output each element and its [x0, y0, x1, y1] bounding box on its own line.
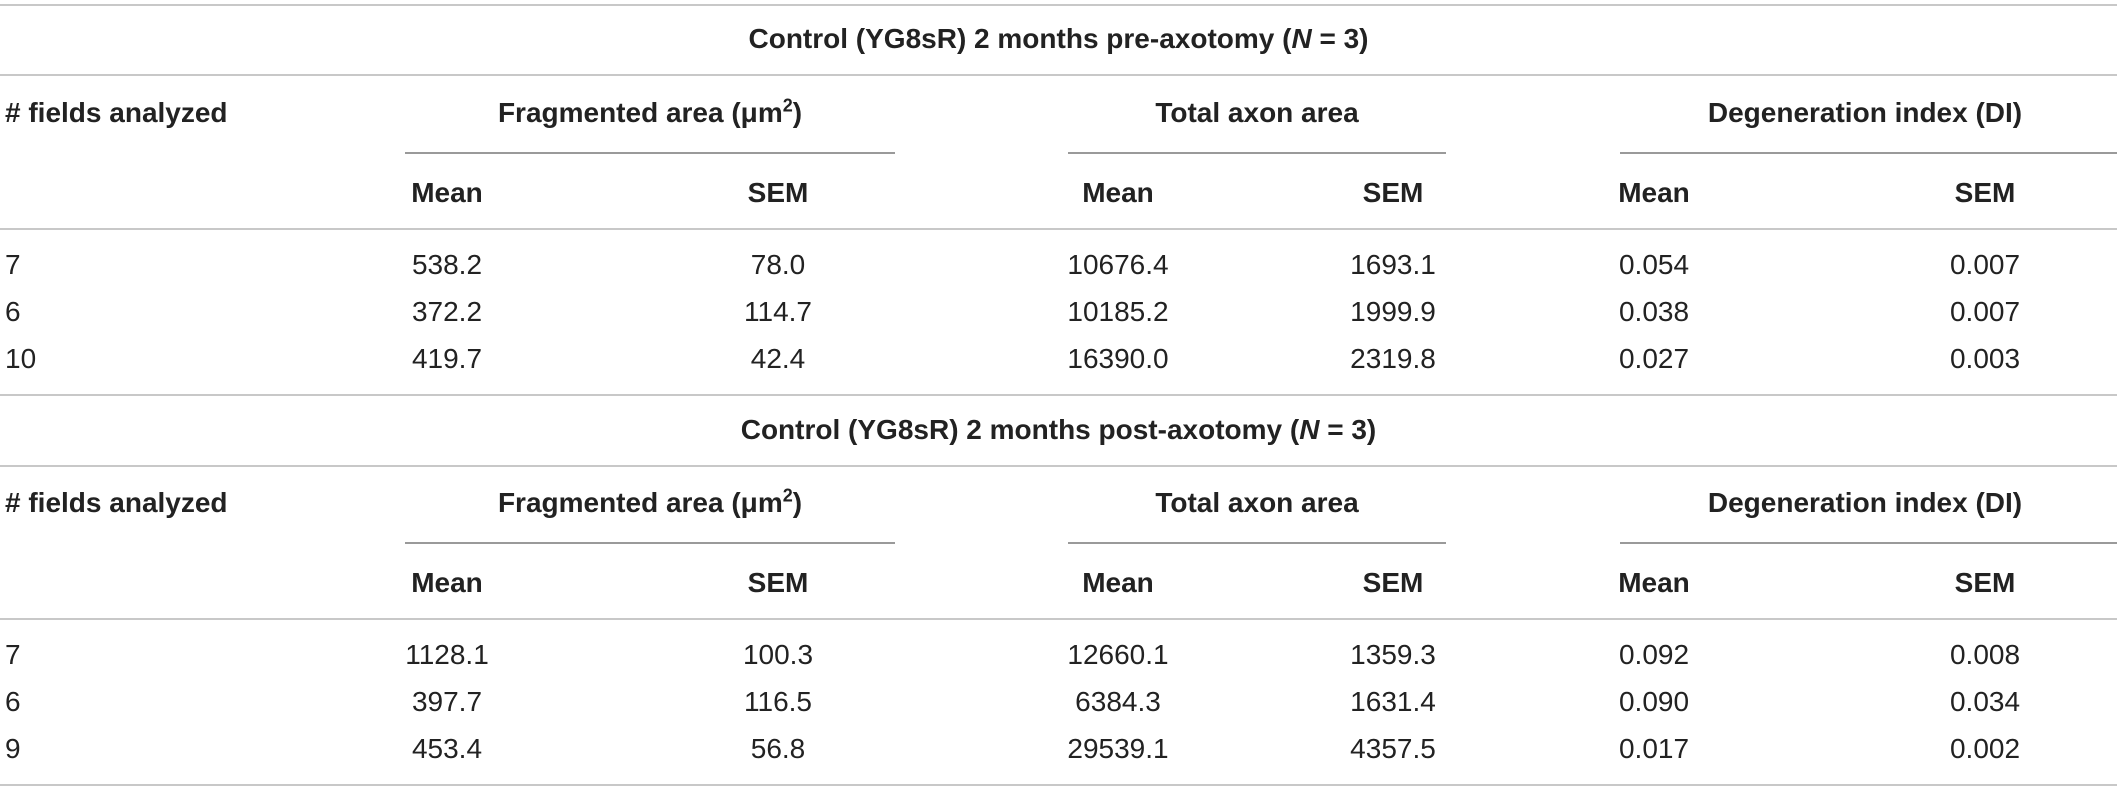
header-degeneration-index: Degeneration index (DI)	[1707, 487, 2023, 518]
table-cell-frag-sem: 114.7	[744, 296, 812, 327]
table-cell-frag-mean: 453.4	[411, 733, 483, 764]
header-degeneration-index: Degeneration index (DI)	[1707, 97, 2023, 128]
header-fields-analyzed: # fields analyzed	[5, 487, 228, 518]
header-total-sem: SEM	[1362, 177, 1424, 208]
table-cell-frag-sem: 116.5	[744, 686, 812, 717]
table-cell-frag-sem: 100.3	[742, 639, 814, 670]
table-cell-di-mean: 0.092	[1618, 639, 1690, 670]
fragmented-group-rule	[405, 542, 895, 544]
table-cell-di-mean: 0.027	[1618, 343, 1690, 374]
table-cell-fields: 6	[5, 296, 21, 327]
section-divider-rule	[0, 394, 2117, 396]
fragmented-group-rule	[405, 152, 895, 154]
table-cell-di-sem: 0.003	[1949, 343, 2021, 374]
header-di-mean: Mean	[1618, 567, 1690, 598]
header-di-sem: SEM	[1954, 567, 2016, 598]
header-di-mean: Mean	[1618, 177, 1690, 208]
header-frag-mean: Mean	[411, 177, 483, 208]
header-fragmented-area: Fragmented area (μm2)	[497, 485, 803, 518]
table-cell-total-mean: 10676.4	[1067, 249, 1169, 280]
table-cell-frag-mean: 538.2	[411, 249, 483, 280]
header-fields-analyzed: # fields analyzed	[5, 97, 228, 128]
table-cell-frag-sem: 78.0	[750, 249, 806, 280]
table-cell-fields: 10	[5, 343, 37, 374]
table-cell-total-sem: 1631.4	[1350, 686, 1436, 717]
table-cell-di-sem: 0.007	[1949, 296, 2021, 327]
table-cell-frag-mean: 397.7	[411, 686, 483, 717]
header-frag-sem: SEM	[747, 567, 809, 598]
table-cell-total-mean: 12660.1	[1067, 639, 1169, 670]
section-2-header-rule	[0, 618, 2117, 620]
table-cell-di-mean: 0.038	[1618, 296, 1690, 327]
table-cell-total-mean: 16390.0	[1067, 343, 1169, 374]
table-cell-di-sem: 0.002	[1949, 733, 2021, 764]
header-total-axon-area: Total axon area	[1155, 487, 1359, 518]
table-cell-frag-sem: 42.4	[750, 343, 806, 374]
table-cell-total-mean: 10185.2	[1067, 296, 1169, 327]
top-rule	[0, 4, 2117, 6]
table-cell-total-sem: 1359.3	[1350, 639, 1436, 670]
table-cell-fields: 7	[5, 249, 21, 280]
section-1-header-rule	[0, 228, 2117, 230]
header-total-mean: Mean	[1082, 177, 1154, 208]
header-fragmented-area: Fragmented area (μm2)	[497, 95, 803, 128]
table-cell-frag-sem: 56.8	[750, 733, 806, 764]
table-cell-fields: 6	[5, 686, 21, 717]
section-1-title-rule	[0, 74, 2117, 76]
table-cell-fields: 9	[5, 733, 21, 764]
table-cell-di-sem: 0.008	[1949, 639, 2021, 670]
table-cell-di-mean: 0.054	[1618, 249, 1690, 280]
total-group-rule	[1068, 152, 1446, 154]
header-frag-sem: SEM	[747, 177, 809, 208]
table-cell-di-mean: 0.017	[1618, 733, 1690, 764]
table-cell-frag-mean: 372.2	[411, 296, 483, 327]
header-di-sem: SEM	[1954, 177, 2016, 208]
bottom-rule	[0, 784, 2117, 786]
table-cell-di-mean: 0.090	[1618, 686, 1690, 717]
header-total-axon-area: Total axon area	[1155, 97, 1359, 128]
table-cell-total-mean: 29539.1	[1067, 733, 1169, 764]
section-2-title-rule	[0, 465, 2117, 467]
header-frag-mean: Mean	[411, 567, 483, 598]
header-total-mean: Mean	[1082, 567, 1154, 598]
table-cell-fields: 7	[5, 639, 21, 670]
table-cell-di-sem: 0.007	[1949, 249, 2021, 280]
total-group-rule	[1068, 542, 1446, 544]
di-group-rule	[1620, 152, 2117, 154]
di-group-rule	[1620, 542, 2117, 544]
section-2-title: Control (YG8sR) 2 months post-axotomy (N…	[740, 414, 1377, 445]
section-1-title: Control (YG8sR) 2 months pre-axotomy (N …	[748, 23, 1369, 54]
table-cell-total-sem: 1999.9	[1350, 296, 1436, 327]
header-total-sem: SEM	[1362, 567, 1424, 598]
table-cell-total-sem: 2319.8	[1350, 343, 1436, 374]
table-cell-total-sem: 4357.5	[1350, 733, 1436, 764]
table-cell-frag-mean: 1128.1	[405, 639, 489, 670]
table-cell-total-mean: 6384.3	[1075, 686, 1161, 717]
table-cell-total-sem: 1693.1	[1350, 249, 1436, 280]
table-cell-di-sem: 0.034	[1949, 686, 2021, 717]
table-cell-frag-mean: 419.7	[411, 343, 483, 374]
